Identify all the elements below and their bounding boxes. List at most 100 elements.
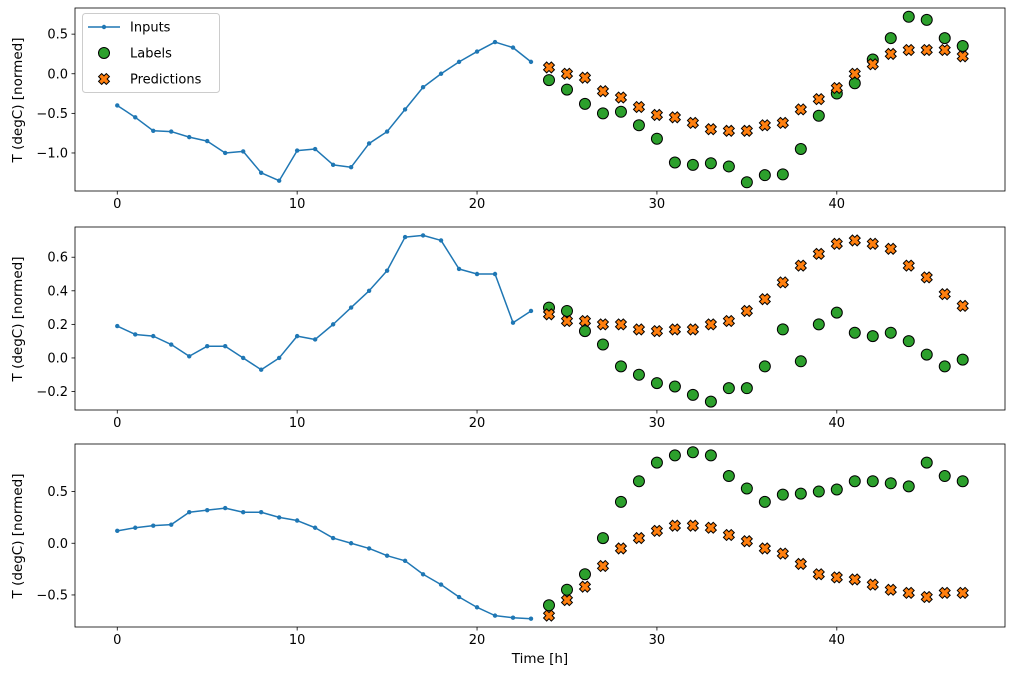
prediction-x-marker xyxy=(920,43,933,57)
legend-sample-predictions xyxy=(97,72,111,86)
label-circle-marker xyxy=(632,368,645,381)
x-ticks: 0 10 20 30 40 xyxy=(113,191,845,212)
label-circle-marker xyxy=(614,360,627,373)
subplot-2: 0 10 20 30 40 0.6 0.4 0.2 0.0 −0.2 xyxy=(36,226,1006,431)
prediction-x-marker xyxy=(794,103,807,116)
label-circle-marker xyxy=(650,456,663,469)
label-circle-marker xyxy=(740,382,753,395)
x-axis-label: Time [h] xyxy=(511,651,568,667)
prediction-x-marker xyxy=(938,288,951,301)
prediction-x-marker xyxy=(542,609,556,622)
label-circle-marker xyxy=(560,304,573,317)
inputs-dot-marker xyxy=(456,594,462,600)
prediction-x-marker xyxy=(686,116,700,130)
y-tick-label: −0.2 xyxy=(36,385,68,400)
inputs-dot-marker xyxy=(205,507,210,513)
inputs-dot-marker xyxy=(456,59,462,65)
series-predictions xyxy=(542,519,969,622)
inputs-dot-marker xyxy=(187,510,192,515)
label-circle-marker xyxy=(794,355,807,368)
prediction-x-marker xyxy=(884,47,897,61)
inputs-dot-marker xyxy=(258,367,264,372)
prediction-x-marker xyxy=(686,323,700,336)
prediction-x-marker xyxy=(956,50,969,63)
label-circle-marker xyxy=(668,156,681,169)
x-tick-label: 40 xyxy=(829,633,846,648)
x-tick-label: 20 xyxy=(469,197,486,212)
prediction-x-marker xyxy=(794,259,807,272)
prediction-x-marker xyxy=(650,524,664,537)
inputs-dot-marker xyxy=(366,141,372,146)
prediction-x-marker xyxy=(596,318,610,331)
inputs-dot-marker xyxy=(169,129,174,134)
prediction-x-marker xyxy=(830,571,843,584)
series-inputs xyxy=(115,505,534,621)
y-tick-label: 0.5 xyxy=(47,485,68,500)
inputs-dot-marker xyxy=(348,305,354,310)
inputs-dot-marker xyxy=(366,288,372,293)
inputs-dot-marker xyxy=(438,71,444,76)
y-tick-label: −0.5 xyxy=(36,107,68,122)
predictions-x-sample-icon xyxy=(97,72,111,86)
legend-sample-inputs xyxy=(88,24,120,30)
label-circle-marker xyxy=(596,107,609,120)
inputs-dot-marker xyxy=(205,138,210,144)
axes-frame xyxy=(74,7,1006,192)
y-tick-label: 0.2 xyxy=(47,318,68,333)
prediction-x-marker xyxy=(938,43,951,57)
inputs-dot-marker xyxy=(187,354,192,359)
prediction-x-marker xyxy=(884,242,897,255)
prediction-x-marker xyxy=(668,519,682,532)
label-circle-marker xyxy=(578,568,591,581)
prediction-x-marker xyxy=(578,314,592,328)
inputs-dot-marker xyxy=(528,59,534,65)
series-predictions xyxy=(542,234,969,338)
x-tick-label: 40 xyxy=(829,416,846,431)
axes-frame xyxy=(74,226,1006,411)
x-tick-label: 10 xyxy=(289,416,306,431)
label-circle-marker xyxy=(740,482,753,495)
inputs-dot-marker xyxy=(510,615,516,620)
inputs-dot-marker xyxy=(223,505,228,511)
inputs-dot-marker xyxy=(276,355,282,361)
x-tick-label: 10 xyxy=(289,197,306,212)
label-circle-marker xyxy=(668,449,681,462)
inputs-dot-marker xyxy=(474,49,480,54)
x-ticks: 0 10 20 30 40 xyxy=(113,627,845,648)
prediction-x-marker xyxy=(740,535,754,548)
label-circle-marker xyxy=(938,32,951,45)
inputs-dot-marker xyxy=(115,103,120,108)
label-circle-marker xyxy=(686,388,699,401)
prediction-x-marker xyxy=(596,85,610,98)
legend-sample-labels xyxy=(98,47,110,59)
prediction-x-marker xyxy=(956,299,969,313)
label-circle-marker xyxy=(632,475,645,488)
prediction-x-marker xyxy=(578,580,592,593)
inputs-dot-marker xyxy=(402,558,408,564)
prediction-x-marker xyxy=(614,91,628,104)
prediction-x-marker xyxy=(902,43,915,57)
x-tick-label: 10 xyxy=(289,633,306,648)
inputs-dot-marker xyxy=(492,271,498,277)
prediction-x-marker xyxy=(560,314,574,328)
prediction-x-marker xyxy=(776,276,789,289)
label-circle-marker xyxy=(812,318,825,331)
y-tick-label: 0.0 xyxy=(47,67,68,82)
y-tick-label: 0.4 xyxy=(47,284,68,299)
y-tick-label: 0.0 xyxy=(47,537,68,552)
prediction-x-marker xyxy=(722,528,736,542)
inputs-dot-marker xyxy=(456,266,462,272)
inputs-dot-marker xyxy=(187,134,192,140)
inputs-dot-marker xyxy=(348,165,354,170)
inputs-dot-marker xyxy=(151,128,156,133)
label-circle-marker xyxy=(758,495,771,508)
inputs-dot-marker xyxy=(384,268,390,273)
inputs-dot-marker xyxy=(492,39,498,45)
label-circle-marker xyxy=(578,97,591,110)
subplot-1: 0 10 20 30 40 0.5 0.0 −0.5 −1.0 xyxy=(36,7,1006,212)
label-circle-marker xyxy=(722,382,735,395)
x-tick-label: 30 xyxy=(649,633,666,648)
inputs-dot-marker xyxy=(438,582,444,587)
label-circle-marker xyxy=(722,160,735,173)
prediction-x-marker xyxy=(722,124,736,137)
